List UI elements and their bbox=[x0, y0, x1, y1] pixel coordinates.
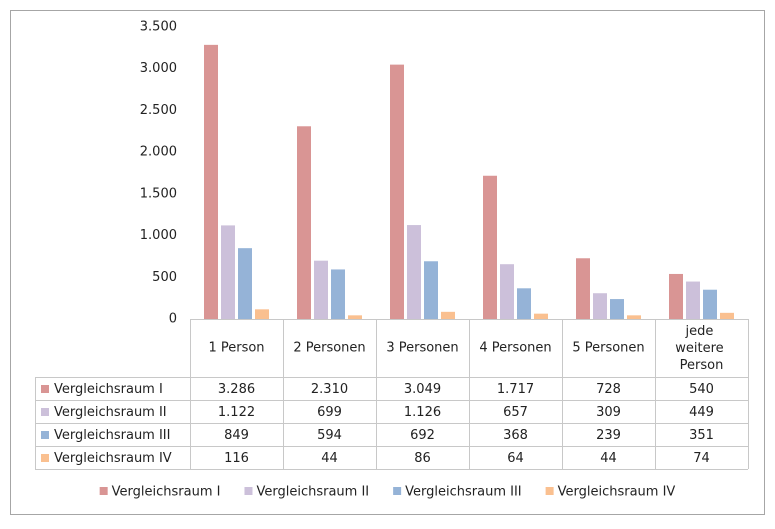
bar bbox=[297, 126, 311, 319]
bar bbox=[407, 225, 421, 319]
table-value: 86 bbox=[414, 451, 431, 466]
bar bbox=[517, 288, 531, 319]
table-value: 3.286 bbox=[218, 382, 255, 397]
bar bbox=[390, 64, 404, 320]
legend-swatch bbox=[41, 454, 49, 462]
y-tick-label: 2.500 bbox=[140, 103, 177, 118]
legend-swatch bbox=[393, 487, 402, 495]
bar bbox=[576, 258, 590, 319]
y-tick-label: 2.000 bbox=[140, 145, 177, 160]
bar bbox=[500, 264, 514, 319]
category-label: 3 Personen bbox=[386, 341, 458, 356]
legend: Vergleichsraum I Vergleichsraum II Verglei… bbox=[99, 485, 676, 500]
y-tick-label: 3.500 bbox=[140, 20, 177, 35]
legend-swatch bbox=[244, 487, 253, 495]
table-value: 849 bbox=[224, 428, 249, 443]
legend-label: Vergleichsraum II bbox=[256, 485, 369, 500]
y-tick-label: 1.000 bbox=[140, 228, 177, 243]
table-value: 692 bbox=[410, 428, 435, 443]
category-label: 2 Personen bbox=[293, 341, 365, 356]
legend-swatch bbox=[41, 408, 49, 416]
bar bbox=[424, 261, 438, 319]
bar bbox=[331, 269, 345, 319]
category-label: 5 Personen bbox=[572, 341, 644, 356]
table-row-label: Vergleichsraum I bbox=[54, 382, 163, 397]
bar bbox=[255, 309, 269, 319]
legend-swatch bbox=[99, 487, 108, 495]
table-value: 1.717 bbox=[497, 382, 534, 397]
bar bbox=[238, 248, 252, 319]
table-value: 116 bbox=[224, 451, 249, 466]
bar bbox=[703, 289, 717, 319]
y-tick-label: 1.500 bbox=[140, 186, 177, 201]
bar bbox=[610, 299, 624, 319]
bar bbox=[593, 293, 607, 319]
table-value: 1.126 bbox=[404, 405, 441, 420]
table-value: 309 bbox=[596, 405, 621, 420]
bar bbox=[221, 225, 235, 319]
table-value: 3.049 bbox=[404, 382, 441, 397]
table-value: 74 bbox=[693, 451, 710, 466]
category-label: 4 Personen bbox=[479, 341, 551, 356]
bar bbox=[669, 273, 683, 319]
table-row-label: Vergleichsraum II bbox=[54, 405, 167, 420]
legend-label: Vergleichsraum IV bbox=[558, 485, 676, 500]
table-value: 239 bbox=[596, 428, 621, 443]
y-tick-label: 3.000 bbox=[140, 61, 177, 76]
bar bbox=[441, 311, 455, 319]
legend-swatch bbox=[41, 431, 49, 439]
table-value: 44 bbox=[321, 451, 338, 466]
table-value: 540 bbox=[689, 382, 714, 397]
chart-border bbox=[10, 10, 765, 515]
table-value: 699 bbox=[317, 405, 342, 420]
bar bbox=[483, 175, 497, 319]
table-value: 64 bbox=[507, 451, 524, 466]
bar bbox=[534, 313, 548, 319]
bar bbox=[627, 315, 641, 319]
bar bbox=[686, 281, 700, 319]
table-value: 1.122 bbox=[218, 405, 255, 420]
table-row-label: Vergleichsraum III bbox=[54, 428, 170, 443]
table-value: 594 bbox=[317, 428, 342, 443]
category-label: jede weitere Person bbox=[675, 324, 728, 373]
table-value: 368 bbox=[503, 428, 528, 443]
table-value: 449 bbox=[689, 405, 714, 420]
legend-swatch bbox=[545, 487, 554, 495]
legend-label: Vergleichsraum I bbox=[112, 485, 221, 500]
legend-label: Vergleichsraum III bbox=[405, 485, 521, 500]
bar bbox=[204, 44, 218, 320]
table-value: 2.310 bbox=[311, 382, 348, 397]
bar bbox=[720, 312, 734, 319]
y-tick-label: 500 bbox=[152, 270, 177, 285]
bar bbox=[348, 315, 362, 319]
y-tick-label: 0 bbox=[169, 312, 177, 327]
bar bbox=[314, 260, 328, 319]
table-row-label: Vergleichsraum IV bbox=[54, 451, 172, 466]
table-value: 44 bbox=[600, 451, 617, 466]
table-value: 351 bbox=[689, 428, 714, 443]
legend-swatch bbox=[41, 385, 49, 393]
table-value: 657 bbox=[503, 405, 528, 420]
table-value: 728 bbox=[596, 382, 621, 397]
category-label: 1 Person bbox=[208, 341, 264, 356]
